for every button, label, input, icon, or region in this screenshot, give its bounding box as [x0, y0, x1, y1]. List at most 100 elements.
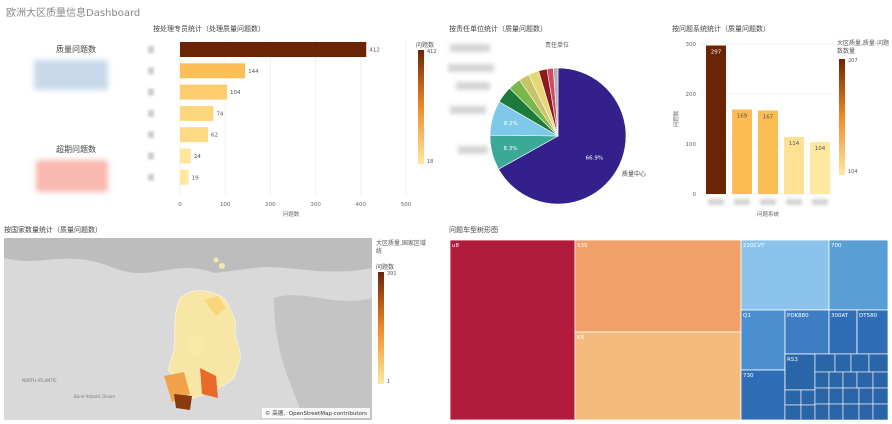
kpi-quality-label: 质量问题数	[56, 45, 96, 54]
treemap-tile[interactable]	[814, 371, 830, 389]
handler-legend-min: 18	[427, 159, 434, 165]
treemap-tile[interactable]	[800, 404, 816, 421]
treemap-tile[interactable]	[868, 353, 889, 373]
treemap-tile-label: u8	[452, 243, 459, 249]
treemap-tile[interactable]	[850, 353, 870, 373]
treemap-tile[interactable]	[828, 371, 844, 389]
country-legend-subtitle: 问题数	[376, 264, 395, 271]
treemap-tile[interactable]	[574, 331, 742, 421]
treemap-tile[interactable]	[814, 353, 836, 373]
treemap-tile-label: 700	[831, 243, 842, 249]
system-chart[interactable]: 300 200 100 0 问题数 问题系统 297 169 167 114 104	[670, 34, 840, 220]
handler-legend-max: 412	[427, 49, 437, 55]
handler-bar[interactable]	[180, 127, 209, 143]
handler-category-label	[148, 88, 154, 96]
treemap-tile[interactable]	[740, 369, 786, 421]
handler-value-label: 104	[230, 90, 241, 96]
treemap-tile[interactable]	[856, 371, 874, 389]
treemap-tile[interactable]	[740, 309, 786, 371]
kpi-delay-label: 超期问题数	[56, 145, 96, 154]
handler-bar[interactable]	[180, 42, 367, 57]
treemap-tile[interactable]	[814, 403, 830, 421]
treemap-tile[interactable]	[784, 353, 816, 391]
kpi-quality-value[interactable]	[34, 60, 108, 90]
system-bar[interactable]	[784, 137, 804, 194]
handler-xtick: 200	[265, 202, 276, 208]
treemap-tile[interactable]	[828, 403, 844, 421]
treemap-tile-label: K8	[577, 335, 585, 341]
handler-value-label: 19	[192, 175, 199, 181]
treemap-tile[interactable]	[784, 389, 802, 406]
unit-pie-chart[interactable]: 66.9% 8.3% 8.2% 质量中心	[446, 36, 660, 216]
handler-category-label	[148, 152, 154, 160]
vehicle-treemap[interactable]: u8 S3S K8 220CVT 700 Q1 PDK880 300AT DT580 730 RS3	[449, 239, 889, 421]
treemap-tile[interactable]	[740, 239, 830, 311]
country-map[interactable]: NORTH ATLANTIC Borel Atlantic Ocean © 高德…	[4, 238, 372, 420]
system-value-label: 114	[789, 141, 800, 147]
treemap-tile[interactable]	[858, 403, 874, 421]
treemap-tile[interactable]	[872, 403, 889, 421]
treemap-title: 问题车型树形图	[449, 226, 498, 234]
system-category-label	[734, 199, 750, 205]
handler-bar[interactable]	[180, 105, 214, 121]
treemap-tile[interactable]	[842, 371, 858, 389]
handler-legend-title: 问题数	[416, 42, 435, 49]
treemap-tile[interactable]	[842, 403, 860, 421]
treemap-tile-label: S3S	[577, 243, 588, 249]
pie-slice[interactable]	[498, 67, 627, 205]
handler-xtick: 300	[310, 202, 321, 208]
system-bar[interactable]	[810, 142, 830, 194]
system-chart-title: 按问题系统统计（质量问题数）	[672, 25, 770, 33]
pie-main-category-label: 质量中心	[622, 170, 646, 178]
pie-slice[interactable]	[552, 67, 559, 137]
treemap-tile[interactable]	[858, 387, 874, 405]
treemap-tile[interactable]	[784, 404, 802, 421]
handler-value-label: 74	[216, 111, 223, 117]
system-legend-min: 104	[848, 169, 858, 175]
system-legend-title: 大区质量,质量-问题数数量	[837, 40, 890, 55]
treemap-tile[interactable]	[828, 309, 858, 355]
system-bar[interactable]	[732, 109, 752, 195]
country-legend-gradient	[378, 272, 384, 384]
treemap-tile[interactable]	[828, 387, 844, 405]
treemap-tile[interactable]	[872, 387, 889, 405]
system-value-label: 104	[815, 146, 826, 152]
treemap-tile-label: 220CVT	[743, 243, 765, 249]
system-bar[interactable]	[706, 45, 726, 195]
unit-category-label	[450, 106, 486, 114]
system-value-label: 297	[711, 50, 722, 56]
treemap-tile-label: RS3	[787, 357, 798, 363]
treemap-tile[interactable]	[784, 309, 830, 355]
map-attribution[interactable]: © 高德、OpenStreetMap contributors	[262, 408, 370, 418]
treemap-tile[interactable]	[872, 371, 889, 389]
pie-slice-label: 8.3%	[504, 146, 518, 152]
kpi-delay-value[interactable]	[36, 160, 108, 192]
handler-bar[interactable]	[180, 169, 189, 185]
treemap-tile[interactable]	[842, 387, 860, 405]
handler-value-label: 62	[211, 133, 218, 139]
treemap-tile[interactable]	[800, 389, 816, 406]
europe-map-svg[interactable]: NORTH ATLANTIC Borel Atlantic Ocean	[4, 238, 372, 420]
treemap-svg[interactable]: u8 S3S K8 220CVT 700 Q1 PDK880 300AT DT580 730 RS3	[449, 239, 889, 421]
treemap-tile[interactable]	[834, 353, 852, 373]
treemap-tile[interactable]	[856, 309, 889, 355]
treemap-tile-label: DT580	[859, 313, 878, 319]
treemap-tile[interactable]	[814, 387, 830, 405]
handler-bar[interactable]	[180, 84, 228, 100]
country-legend-title: 大区质量,国家区域统	[376, 240, 426, 255]
unit-pie-svg[interactable]: 66.9% 8.3% 8.2% 质量中心	[446, 36, 660, 216]
pie-slice-label: 66.9%	[586, 155, 603, 161]
treemap-tile[interactable]	[828, 239, 889, 311]
system-ytick: 200	[686, 92, 697, 98]
handler-legend-gradient	[418, 50, 424, 164]
system-bar[interactable]	[758, 110, 778, 195]
handler-bar[interactable]	[180, 63, 246, 79]
treemap-tile[interactable]	[574, 239, 742, 333]
treemap-tile[interactable]	[449, 239, 576, 421]
handler-bar[interactable]	[180, 148, 191, 164]
handler-category-label	[148, 46, 154, 53]
pie-slice-label: 8.2%	[504, 121, 518, 127]
handler-chart[interactable]: 0 100 200 300 400 500 问题数 412 144 104 74 62 24 19	[146, 34, 436, 220]
